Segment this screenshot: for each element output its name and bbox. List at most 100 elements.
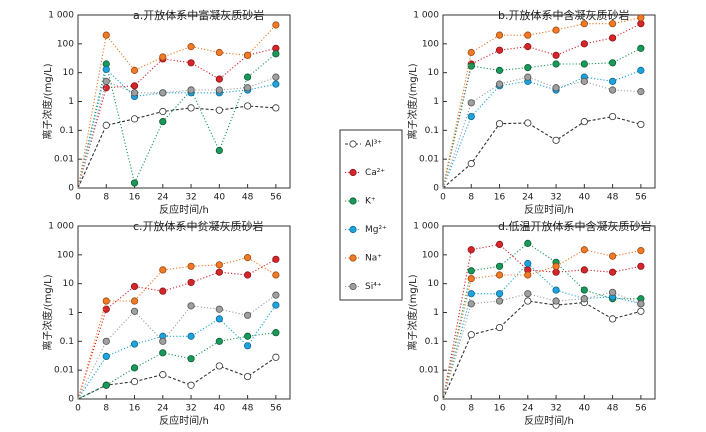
x-tick-label: 56 <box>635 404 647 414</box>
legend: Al³⁺ Ca²⁺ K⁺ Mg²⁺ Na⁺ Si⁴⁺ <box>339 129 403 301</box>
series-line <box>442 249 642 400</box>
data-point <box>187 278 195 287</box>
data-point <box>608 34 617 42</box>
data-point <box>130 297 139 305</box>
y-tick-label: 1 000 <box>48 11 74 21</box>
data-point <box>159 53 167 61</box>
x-tick-label: 24 <box>522 404 534 414</box>
series-line <box>77 258 277 400</box>
data-point <box>637 300 645 308</box>
data-point <box>637 120 645 129</box>
data-point <box>552 51 560 59</box>
data-point <box>495 271 504 279</box>
x-tick-label: 8 <box>103 193 109 203</box>
data-point <box>130 66 139 74</box>
data-point <box>608 77 617 85</box>
y-tick-label: 0.1 <box>425 126 439 136</box>
x-tick-label: 0 <box>75 193 81 203</box>
data-point <box>495 323 504 332</box>
data-point <box>552 268 560 276</box>
data-point <box>552 26 560 34</box>
data-point <box>467 112 475 121</box>
x-tick-label: 0 <box>440 404 446 414</box>
data-point <box>467 274 475 283</box>
data-point <box>272 271 280 279</box>
data-point <box>608 86 617 94</box>
data-point <box>130 179 139 187</box>
series-line <box>77 68 277 189</box>
legend-label: Ca²⁺ <box>365 168 385 178</box>
series-line <box>442 23 642 189</box>
data-point <box>637 20 645 28</box>
data-point <box>467 267 475 275</box>
y-tick-label: 1 <box>433 308 439 318</box>
data-point <box>272 80 280 88</box>
data-point <box>102 337 110 345</box>
series-line <box>442 242 641 400</box>
data-point <box>495 240 504 249</box>
data-point <box>244 51 252 59</box>
series-line <box>442 69 642 189</box>
legend-label: Mg²⁺ <box>365 225 387 235</box>
data-point <box>272 255 280 263</box>
data-point <box>215 146 223 155</box>
data-point <box>102 352 110 361</box>
y-tick-label: 100 <box>57 250 74 260</box>
data-point <box>159 371 167 379</box>
data-point <box>102 121 110 129</box>
data-point <box>187 262 195 270</box>
data-point <box>467 290 475 298</box>
axes-frame <box>442 14 656 189</box>
y-tick-label: 10 <box>63 279 75 289</box>
y-tick-label: 100 <box>422 39 439 49</box>
data-point <box>272 104 280 112</box>
data-point <box>102 31 110 39</box>
data-point <box>187 86 195 94</box>
axes-frame <box>77 225 291 400</box>
x-tick-label: 48 <box>242 193 254 203</box>
legend-label: Na⁺ <box>365 254 382 264</box>
data-point <box>524 119 532 127</box>
data-point <box>637 66 645 74</box>
y-axis-label: 离子浓度/(mg/L) <box>41 63 54 139</box>
y-tick-label: 0 <box>433 395 439 405</box>
data-point <box>215 337 223 345</box>
y-tick-label: 1 <box>68 97 74 107</box>
data-point <box>495 66 504 74</box>
data-point <box>130 378 139 386</box>
data-point <box>524 297 532 305</box>
legend-marker <box>349 168 357 177</box>
data-point <box>272 73 280 81</box>
data-point <box>102 77 110 85</box>
x-tick-label: 48 <box>242 404 254 414</box>
data-point <box>580 40 588 48</box>
x-tick-label: 56 <box>635 193 647 203</box>
data-point <box>187 43 195 51</box>
data-point <box>159 107 167 116</box>
y-axis-label: 离子浓度/(mg/L) <box>41 274 54 350</box>
x-tick-label: 32 <box>550 404 561 414</box>
x-tick-label: 24 <box>157 404 169 414</box>
data-point <box>187 355 195 363</box>
data-point <box>495 46 504 54</box>
data-point <box>102 305 110 313</box>
x-tick-label: 16 <box>494 404 506 414</box>
y-tick-label: 10 <box>63 68 75 78</box>
panel: 0 0.01 0.1 1 10 100 1 000 0 8 16 24 32 40 48 56 b.开放体系中… <box>406 8 656 216</box>
data-point <box>102 297 110 305</box>
data-point <box>467 99 475 107</box>
data-point <box>159 266 167 274</box>
data-point <box>637 44 645 52</box>
series-line <box>77 304 277 400</box>
axes-frame <box>77 14 291 189</box>
series-line <box>77 47 277 189</box>
legend-marker <box>349 197 357 205</box>
x-tick-label: 24 <box>522 193 534 203</box>
data-point <box>244 84 252 92</box>
chart-title: b.开放体系中含凝灰质砂岩 <box>498 8 629 22</box>
legend-label: K⁺ <box>365 197 376 207</box>
x-tick-label: 0 <box>440 193 446 203</box>
data-point <box>580 20 588 28</box>
x-axis-label: 反应时间/h <box>524 203 574 216</box>
data-point <box>467 160 475 168</box>
